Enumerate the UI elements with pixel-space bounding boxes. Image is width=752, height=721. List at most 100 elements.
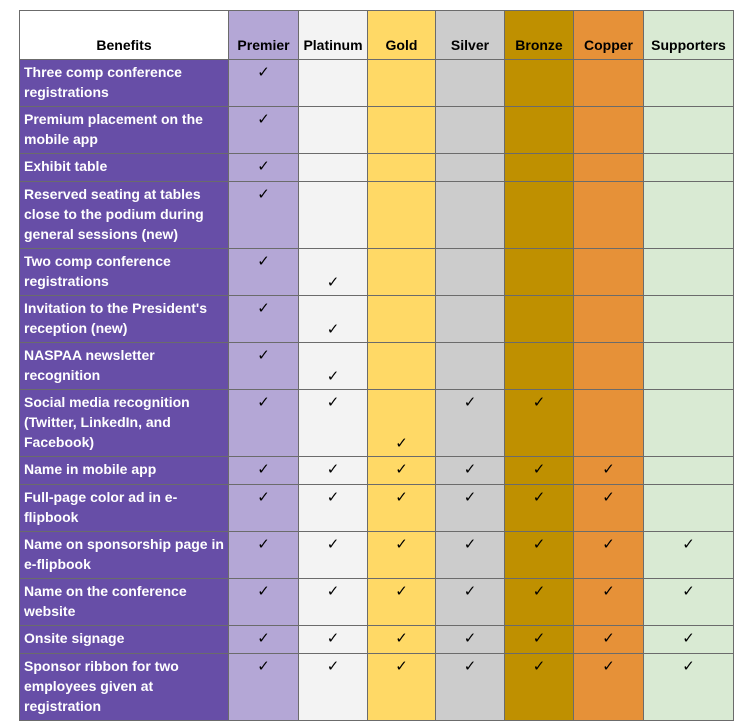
platinum-cell: ✓ [298, 248, 368, 296]
gold-cell: ✓ [367, 484, 436, 532]
header-supporters: Supporters [643, 10, 734, 60]
header-platinum: Platinum [298, 10, 368, 60]
copper-cell: ✓ [573, 578, 644, 626]
supporters-cell [643, 153, 734, 182]
platinum-cell: ✓ [298, 456, 368, 485]
table-row: Exhibit table ✓ [19, 153, 734, 182]
supporters-cell: ✓ [643, 531, 734, 579]
bronze-cell: ✓ [504, 653, 574, 721]
check-mark-icon: ✓ [395, 536, 408, 553]
check-mark-icon: ✓ [602, 630, 615, 647]
check-mark-icon: ✓ [326, 461, 340, 478]
silver-cell: ✓ [435, 625, 505, 654]
copper-cell [573, 181, 644, 249]
gold-cell [367, 181, 436, 249]
check-mark-icon: ✓ [257, 158, 270, 175]
check-mark-icon: ✓ [326, 583, 340, 600]
premier-cell: ✓ [228, 59, 299, 107]
header-gold: Gold [367, 10, 436, 60]
benefit-label: Name in mobile app [19, 456, 229, 485]
gold-cell: ✓ [367, 389, 436, 457]
table-row: Name on the conference website ✓ ✓ ✓ ✓ ✓ ✓ ✓ [19, 578, 734, 626]
bronze-cell [504, 153, 574, 182]
benefit-label: NASPAA newsletter recognition [19, 342, 229, 390]
premier-cell: ✓ [228, 625, 299, 654]
check-mark-icon: ✓ [532, 583, 546, 600]
table-row: Two comp conference registrations ✓ ✓ [19, 248, 734, 296]
bronze-cell [504, 106, 574, 154]
copper-cell [573, 248, 644, 296]
premier-cell: ✓ [228, 578, 299, 626]
check-mark-icon: ✓ [602, 658, 615, 675]
check-mark-icon: ✓ [682, 630, 695, 647]
silver-cell: ✓ [435, 578, 505, 626]
supporters-cell: ✓ [643, 625, 734, 654]
premier-cell: ✓ [228, 295, 299, 343]
check-mark-icon: ✓ [257, 394, 270, 411]
sponsorship-benefits-table-container: Benefits Premier Platinum Gold Silver Br… [19, 10, 734, 721]
check-mark-icon: ✓ [326, 630, 340, 647]
bronze-cell: ✓ [504, 578, 574, 626]
check-mark-icon: ✓ [257, 536, 270, 553]
gold-cell: ✓ [367, 456, 436, 485]
check-mark-icon: ✓ [463, 489, 477, 506]
copper-cell: ✓ [573, 484, 644, 532]
bronze-cell: ✓ [504, 531, 574, 579]
gold-cell: ✓ [367, 578, 436, 626]
silver-cell: ✓ [435, 531, 505, 579]
check-mark-icon: ✓ [257, 489, 270, 506]
supporters-cell [643, 181, 734, 249]
check-mark-icon: ✓ [463, 658, 477, 675]
premier-cell: ✓ [228, 484, 299, 532]
supporters-cell: ✓ [643, 653, 734, 721]
check-mark-icon: ✓ [682, 583, 695, 600]
check-mark-icon: ✓ [463, 630, 477, 647]
table-row: Onsite signage ✓ ✓ ✓ ✓ ✓ ✓ ✓ [19, 625, 734, 654]
premier-cell: ✓ [228, 531, 299, 579]
supporters-cell [643, 59, 734, 107]
table-row: NASPAA newsletter recognition ✓ ✓ [19, 342, 734, 390]
check-mark-icon: ✓ [257, 111, 270, 128]
premier-cell: ✓ [228, 653, 299, 721]
gold-cell [367, 106, 436, 154]
platinum-cell: ✓ [298, 578, 368, 626]
check-mark-icon: ✓ [257, 630, 270, 647]
platinum-cell: ✓ [298, 389, 368, 457]
copper-cell: ✓ [573, 653, 644, 721]
benefit-label: Onsite signage [19, 625, 229, 654]
bronze-cell [504, 59, 574, 107]
benefit-label: Full-page color ad in e-flipbook [19, 484, 229, 532]
platinum-cell [298, 59, 368, 107]
supporters-cell [643, 456, 734, 485]
check-mark-icon: ✓ [395, 630, 408, 647]
gold-cell: ✓ [367, 653, 436, 721]
platinum-cell: ✓ [298, 342, 368, 390]
platinum-cell: ✓ [298, 295, 368, 343]
supporters-cell [643, 389, 734, 457]
gold-cell: ✓ [367, 625, 436, 654]
check-mark-icon: ✓ [257, 461, 270, 478]
platinum-cell: ✓ [298, 484, 368, 532]
header-copper: Copper [573, 10, 644, 60]
bronze-cell: ✓ [504, 456, 574, 485]
check-mark-icon: ✓ [602, 461, 615, 478]
check-mark-icon: ✓ [463, 461, 477, 478]
silver-cell [435, 106, 505, 154]
table-row: Social media recognition (Twitter, Linke… [19, 389, 734, 457]
table-row: Sponsor ribbon for two employees given a… [19, 653, 734, 721]
copper-cell [573, 59, 644, 107]
check-mark-icon: ✓ [602, 489, 615, 506]
header-silver: Silver [435, 10, 505, 60]
check-mark-icon: ✓ [532, 630, 546, 647]
benefit-label: Two comp conference registrations [19, 248, 229, 296]
copper-cell: ✓ [573, 456, 644, 485]
header-benefits: Benefits [19, 10, 229, 60]
check-mark-icon: ✓ [326, 321, 340, 338]
check-mark-icon: ✓ [257, 186, 270, 203]
gold-cell [367, 295, 436, 343]
supporters-cell [643, 106, 734, 154]
premier-cell: ✓ [228, 389, 299, 457]
premier-cell: ✓ [228, 248, 299, 296]
check-mark-icon: ✓ [532, 461, 546, 478]
silver-cell [435, 342, 505, 390]
